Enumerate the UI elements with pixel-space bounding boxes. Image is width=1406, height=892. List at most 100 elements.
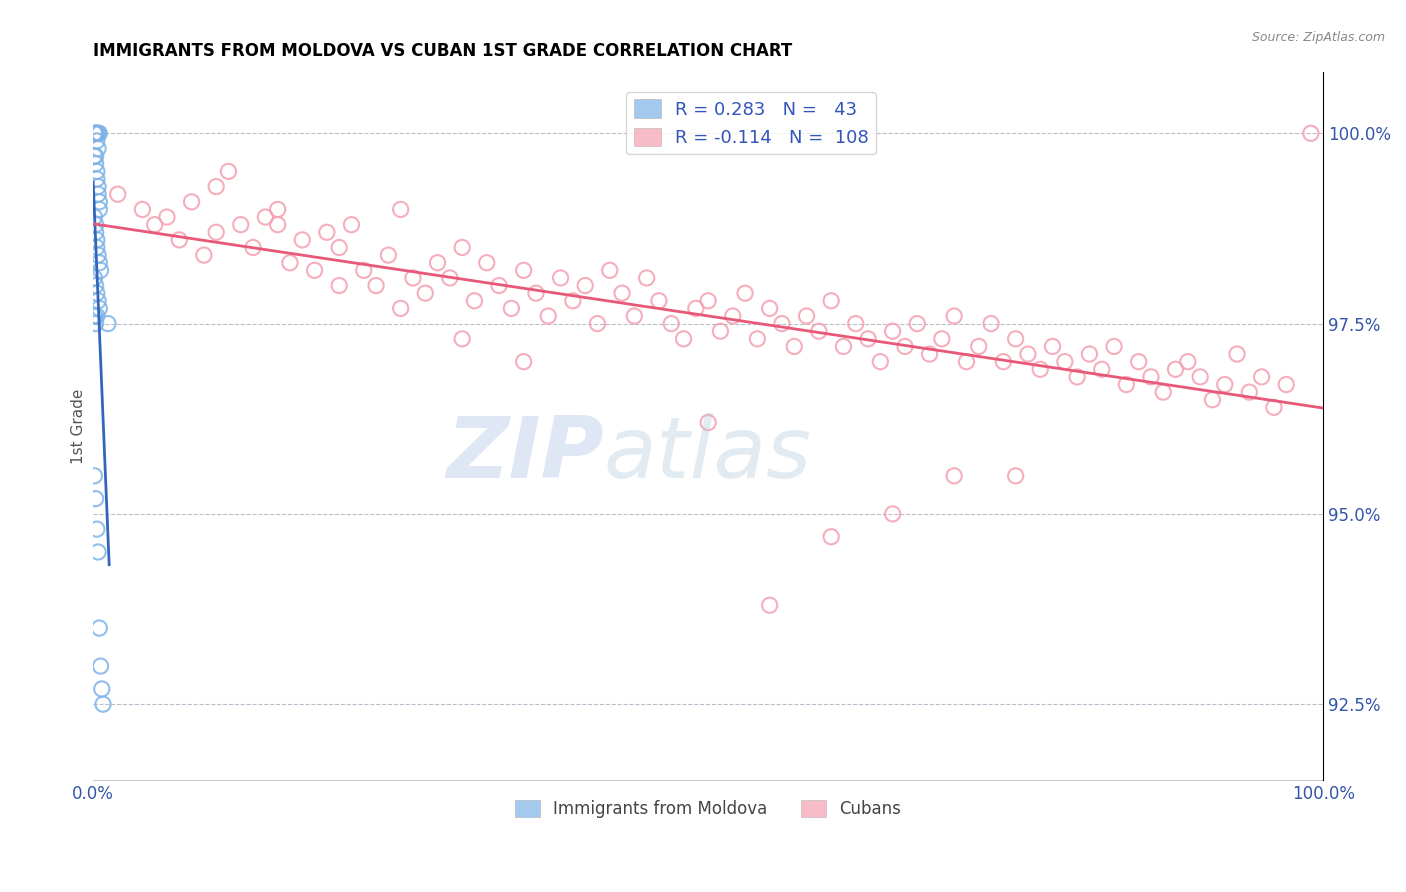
Point: [83, 309, 105, 323]
Point: [980, 317, 1002, 331]
Point: [180, 194, 202, 209]
Point: [697, 293, 720, 308]
Point: [86, 172, 108, 186]
Point: [84, 149, 107, 163]
Point: [501, 301, 523, 316]
Point: [967, 339, 990, 353]
Point: [659, 317, 682, 331]
Point: [770, 317, 793, 331]
Point: [229, 218, 252, 232]
Point: [89, 301, 111, 316]
Point: [242, 240, 264, 254]
Point: [1115, 377, 1137, 392]
Point: [86, 522, 108, 536]
Point: [1128, 354, 1150, 368]
Point: [353, 263, 375, 277]
Point: [413, 286, 436, 301]
Point: [1091, 362, 1114, 376]
Point: [807, 324, 830, 338]
Point: [205, 179, 228, 194]
Point: [931, 332, 953, 346]
Point: [955, 354, 977, 368]
Point: [83, 149, 105, 163]
Point: [463, 293, 485, 308]
Point: [87, 142, 110, 156]
Point: [1042, 339, 1064, 353]
Point: [993, 354, 1015, 368]
Point: [84, 126, 107, 140]
Point: [820, 530, 842, 544]
Point: [796, 309, 818, 323]
Point: [87, 187, 110, 202]
Point: [610, 286, 633, 301]
Point: [1164, 362, 1187, 376]
Point: [832, 339, 855, 353]
Point: [90, 659, 112, 673]
Text: Source: ZipAtlas.com: Source: ZipAtlas.com: [1251, 31, 1385, 45]
Point: [1066, 370, 1088, 384]
Point: [894, 339, 917, 353]
Point: [291, 233, 314, 247]
Point: [278, 256, 301, 270]
Point: [512, 263, 534, 277]
Point: [1226, 347, 1249, 361]
Point: [439, 271, 461, 285]
Point: [747, 332, 769, 346]
Point: [1152, 385, 1174, 400]
Point: [90, 681, 112, 696]
Point: [89, 126, 111, 140]
Point: [84, 491, 107, 506]
Point: [1275, 377, 1298, 392]
Point: [721, 309, 744, 323]
Point: [524, 286, 547, 301]
Point: [84, 157, 107, 171]
Point: [672, 332, 695, 346]
Point: [1053, 354, 1076, 368]
Point: [783, 339, 806, 353]
Point: [1299, 126, 1322, 140]
Legend: Immigrants from Moldova, Cubans: Immigrants from Moldova, Cubans: [509, 794, 908, 825]
Text: ZIP: ZIP: [446, 413, 603, 496]
Point: [623, 309, 645, 323]
Point: [193, 248, 215, 262]
Point: [758, 599, 780, 613]
Point: [84, 126, 107, 140]
Point: [685, 301, 707, 316]
Point: [1213, 377, 1236, 392]
Point: [340, 218, 363, 232]
Point: [266, 218, 288, 232]
Point: [820, 293, 842, 308]
Point: [389, 202, 412, 217]
Point: [1029, 362, 1052, 376]
Point: [83, 271, 105, 285]
Point: [451, 240, 474, 254]
Point: [328, 240, 350, 254]
Point: [315, 225, 337, 239]
Point: [845, 317, 868, 331]
Point: [537, 309, 560, 323]
Point: [648, 293, 671, 308]
Point: [86, 126, 108, 140]
Point: [636, 271, 658, 285]
Point: [218, 164, 240, 178]
Point: [1004, 468, 1026, 483]
Point: [84, 278, 107, 293]
Point: [402, 271, 425, 285]
Point: [86, 233, 108, 247]
Point: [586, 317, 609, 331]
Point: [97, 317, 120, 331]
Text: IMMIGRANTS FROM MOLDOVA VS CUBAN 1ST GRADE CORRELATION CHART: IMMIGRANTS FROM MOLDOVA VS CUBAN 1ST GRA…: [93, 42, 793, 60]
Point: [1177, 354, 1199, 368]
Point: [86, 309, 108, 323]
Point: [131, 202, 153, 217]
Point: [882, 507, 904, 521]
Point: [169, 233, 191, 247]
Point: [84, 218, 107, 232]
Point: [734, 286, 756, 301]
Point: [107, 187, 129, 202]
Point: [377, 248, 399, 262]
Point: [83, 126, 105, 140]
Point: [87, 248, 110, 262]
Point: [1140, 370, 1163, 384]
Point: [426, 256, 449, 270]
